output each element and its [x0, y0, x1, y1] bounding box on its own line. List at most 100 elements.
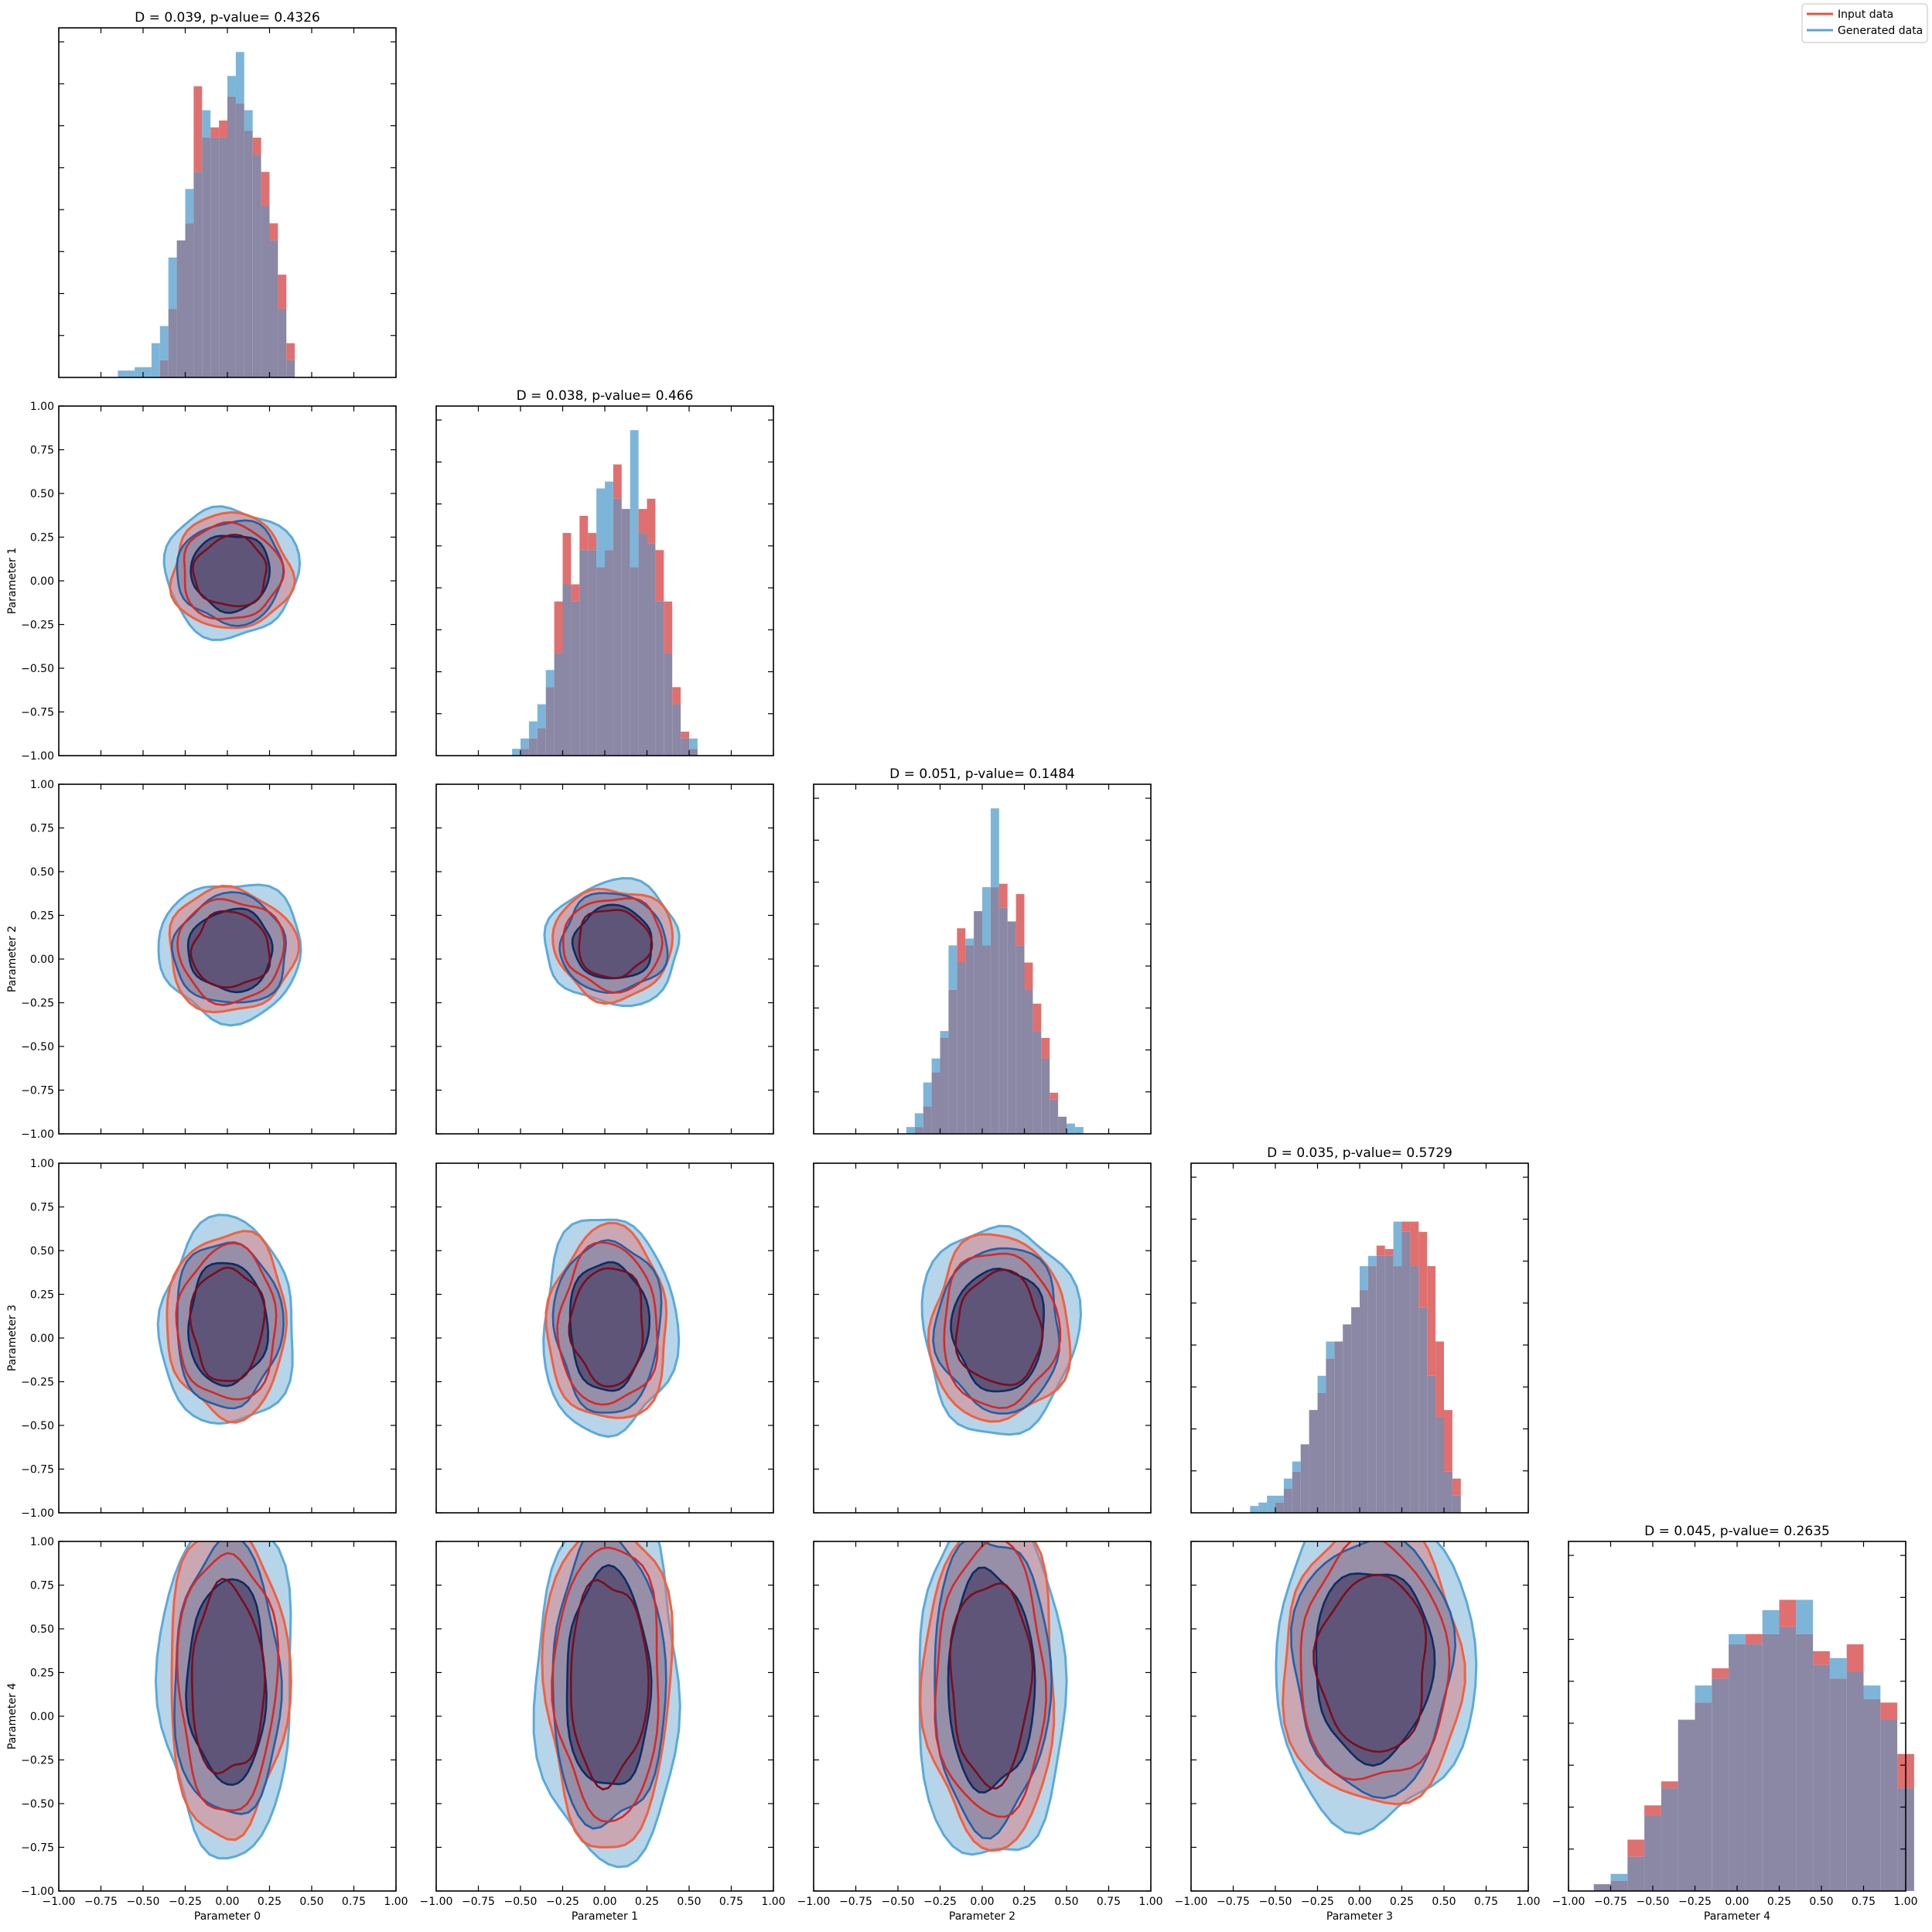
y-tick-label: −1.00	[21, 1128, 54, 1141]
hist-bar-overlap	[286, 360, 295, 377]
hist-bar-generated	[537, 704, 546, 729]
hist-bar-generated	[1695, 1685, 1712, 1703]
x-tick-label: 0.25	[258, 1896, 282, 1908]
hist-bar-generated	[948, 945, 957, 990]
hist-bar-overlap	[1610, 1880, 1628, 1891]
hist-bar-overlap	[1300, 1444, 1309, 1513]
hist-bar-generated	[1074, 1127, 1084, 1134]
panel-title: D = 0.051, p-value= 0.1484	[889, 766, 1075, 782]
hist-bar-input	[1444, 1410, 1452, 1472]
hist-bar-overlap	[664, 653, 673, 756]
x-tick-label: 0.75	[1097, 1896, 1121, 1908]
y-tick-label: 0.00	[30, 1711, 54, 1723]
hist-bar-input	[1846, 1644, 1864, 1672]
hist-bar-input	[1627, 1839, 1645, 1857]
contour-input-mid	[175, 1241, 278, 1401]
hist-bar-overlap	[931, 1072, 940, 1134]
contour-generated-inner	[571, 903, 653, 980]
hist-bar-generated	[1275, 1495, 1284, 1503]
y-tick-label: −0.50	[21, 1798, 54, 1811]
y-axis-label: Parameter 2	[6, 926, 19, 992]
contour-input-inner	[578, 909, 654, 979]
y-tick-label: −0.75	[21, 707, 54, 719]
hist-bar-overlap	[521, 749, 529, 756]
hist-bar-generated	[528, 721, 538, 739]
hist-bar-overlap	[1058, 1116, 1067, 1134]
hist-bar-generated	[940, 1031, 949, 1038]
hist-bar-generated	[521, 738, 529, 749]
hist-bar-overlap	[562, 584, 572, 756]
x-tick-label: −1.00	[797, 1896, 831, 1908]
hist-bar-input	[1418, 1231, 1428, 1308]
hist-bar-overlap	[193, 172, 203, 377]
hist-bar-overlap	[681, 738, 689, 756]
hist-bar-generated	[545, 670, 555, 688]
hist-bar-overlap	[588, 550, 597, 756]
hist-bar-generated	[168, 257, 177, 309]
hist-bar-overlap	[1452, 1495, 1461, 1513]
hist-bar-overlap	[1401, 1231, 1411, 1513]
hist-bar-input	[1712, 1668, 1729, 1679]
x-tick-label: 0.50	[1809, 1896, 1833, 1908]
hist-bar-overlap	[1745, 1644, 1763, 1891]
contour-input-mid	[934, 1541, 1048, 1818]
y-tick-label: −0.50	[21, 1420, 54, 1432]
hist-bar-input	[664, 601, 673, 654]
contours	[1275, 1541, 1478, 1835]
hist-bar-overlap	[227, 96, 236, 377]
contour-input-inner	[1312, 1573, 1428, 1753]
hist-bar-input	[286, 343, 295, 360]
hist-bar-generated	[244, 110, 253, 131]
contour-input-inner	[569, 1579, 650, 1791]
hist-bar-input	[278, 275, 287, 309]
contour-panel	[435, 783, 774, 1135]
y-tick-label: 0.75	[30, 1580, 54, 1592]
hist-bar-generated	[1292, 1461, 1301, 1472]
contour-input-mid	[551, 1546, 660, 1823]
hist-bar-input	[252, 137, 261, 155]
contours	[532, 1541, 681, 1869]
x-tick-label: −0.75	[462, 1896, 495, 1908]
hist-bar-generated	[630, 430, 639, 568]
x-tick-label: 0.25	[1390, 1896, 1414, 1908]
y-tick-label: 0.00	[30, 575, 54, 588]
hist-bar-generated	[1367, 1255, 1377, 1267]
contours	[542, 1218, 681, 1439]
hist-bar-overlap	[596, 567, 605, 756]
hist-bar-input	[1050, 1092, 1059, 1100]
hist-bar-overlap	[655, 601, 664, 756]
hist-bar-overlap	[1050, 1099, 1059, 1134]
hist-bar-overlap	[261, 206, 270, 377]
hist-bar-overlap	[638, 533, 647, 756]
histogram-panel: D = 0.045, p-value= 0.2635 −1.00 −0.75 −0.5…	[1552, 1524, 1918, 1923]
y-tick-label: 1.00	[30, 401, 54, 413]
x-tick-label: −0.25	[923, 1896, 957, 1908]
hist-bar-input	[957, 928, 966, 963]
contour-generated-inner	[186, 907, 274, 994]
legend: Input data Generated data	[1801, 3, 1928, 43]
hist-bar-input	[613, 464, 622, 499]
hist-bar-overlap	[1779, 1626, 1797, 1891]
hist-bar-input	[219, 120, 227, 138]
contour-panel: −1.00 −0.75 −0.50 −0.25 0.00 0.25 0.50 0.75 1.00…	[420, 1541, 786, 1923]
hist-bar-generated	[596, 488, 605, 568]
hist-bar-overlap	[948, 989, 957, 1134]
hist-bar-overlap	[940, 1037, 949, 1134]
hist-bar-input	[269, 223, 278, 241]
hist-bar-overlap	[219, 137, 227, 378]
hist-bar-generated	[1267, 1495, 1275, 1513]
x-tick-label: 0.75	[719, 1896, 743, 1908]
y-tick-label: −1.00	[21, 750, 54, 763]
y-axis-label: Parameter 1	[6, 548, 19, 614]
hist-bar-overlap	[1367, 1266, 1377, 1513]
x-axis-label: Parameter 2	[949, 1910, 1015, 1923]
contours	[157, 883, 302, 1027]
x-tick-label: 0.25	[635, 1896, 659, 1908]
hist-bar-overlap	[1275, 1502, 1284, 1513]
x-tick-label: −0.25	[169, 1896, 202, 1908]
hist-bar-overlap	[202, 137, 211, 378]
y-tick-label: 0.50	[30, 488, 54, 500]
hist-bar-input	[562, 533, 572, 585]
hist-bar-input	[1661, 1781, 1678, 1789]
